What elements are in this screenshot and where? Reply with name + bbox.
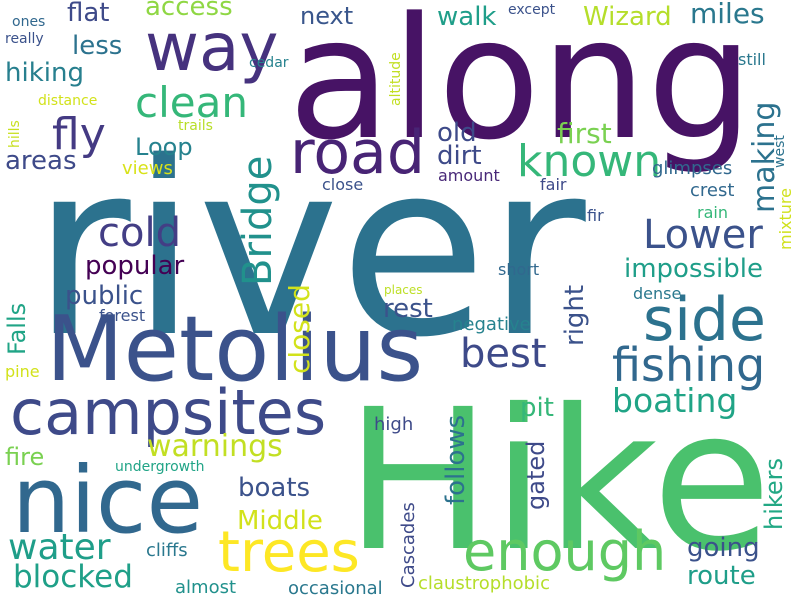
word-distance: distance bbox=[38, 93, 98, 109]
word-fly: fly bbox=[52, 109, 106, 160]
word-cedar: cedar bbox=[249, 55, 289, 71]
word-side: side bbox=[643, 285, 766, 355]
word-right: right bbox=[560, 284, 590, 346]
word-views: views bbox=[122, 158, 173, 179]
word-flat: flat bbox=[67, 0, 110, 28]
word-water: water bbox=[8, 527, 111, 568]
word-cliffs: cliffs bbox=[146, 540, 188, 561]
word-undergrowth: undergrowth bbox=[115, 459, 205, 475]
word-closed: closed bbox=[283, 284, 316, 374]
word-hills: hills bbox=[7, 120, 23, 148]
word-amount: amount bbox=[438, 166, 500, 185]
word-next: next bbox=[300, 2, 354, 30]
word-places: places bbox=[384, 283, 423, 297]
word-fire: fire bbox=[5, 443, 45, 471]
word-bridge: Bridge bbox=[235, 155, 281, 286]
word-cold: cold bbox=[98, 210, 181, 256]
word-pit: pit bbox=[520, 393, 554, 423]
word-glimpses: glimpses bbox=[652, 158, 733, 179]
word-hike: Hike bbox=[345, 367, 772, 594]
word-rest: rest bbox=[383, 294, 433, 324]
word-fir: fir bbox=[587, 206, 604, 225]
word-blocked: blocked bbox=[13, 559, 133, 595]
word-close: close bbox=[322, 175, 364, 194]
word-follows: follows bbox=[441, 414, 471, 505]
word-old: old bbox=[437, 118, 477, 148]
word-hiking: hiking bbox=[5, 58, 84, 88]
word-occasional: occasional bbox=[288, 578, 383, 599]
word-cascades: Cascades bbox=[398, 502, 419, 588]
word-mixture: mixture bbox=[776, 188, 795, 250]
word-access: access bbox=[145, 0, 233, 22]
word-river: river bbox=[32, 110, 586, 390]
word-nice: nice bbox=[12, 447, 204, 554]
word-dense: dense bbox=[633, 284, 682, 303]
word-impossible: impossible bbox=[624, 254, 764, 284]
word-boating: boating bbox=[612, 381, 738, 420]
word-areas: areas bbox=[5, 146, 77, 176]
word-trees: trees bbox=[218, 520, 360, 585]
word-trails: trails bbox=[178, 118, 213, 134]
word-walk: walk bbox=[437, 2, 497, 32]
word-negative: negative bbox=[452, 314, 531, 335]
word-forest: forest bbox=[99, 306, 146, 325]
word-really: really bbox=[5, 31, 44, 47]
word-almost: almost bbox=[175, 577, 237, 598]
word-public: public bbox=[65, 281, 144, 311]
word-west: west bbox=[772, 135, 788, 168]
word-warnings: warnings bbox=[147, 429, 283, 464]
word-metolius: Metolius bbox=[46, 297, 424, 402]
word-crest: crest bbox=[690, 180, 735, 201]
word-ones: ones bbox=[12, 14, 46, 30]
word-lower: Lower bbox=[643, 212, 763, 258]
word-clean: clean bbox=[135, 78, 248, 127]
word-pine: pine bbox=[5, 362, 40, 381]
word-still: still bbox=[738, 50, 766, 69]
word-boats: boats bbox=[238, 473, 311, 503]
word-rain: rain bbox=[697, 203, 728, 222]
word-dirt: dirt bbox=[437, 141, 482, 171]
word-best: best bbox=[460, 331, 547, 377]
word-way: way bbox=[145, 9, 279, 86]
word-known: known bbox=[517, 136, 662, 187]
word-high: high bbox=[374, 414, 414, 435]
word-going: going bbox=[687, 533, 760, 563]
word-fishing: fishing bbox=[612, 338, 766, 392]
word-enough: enough bbox=[463, 520, 667, 583]
word-wizard: Wizard bbox=[583, 2, 672, 32]
word-short: short bbox=[498, 260, 540, 279]
word-first: first bbox=[557, 117, 612, 150]
word-campsites: campsites bbox=[10, 376, 327, 449]
word-hikers: hikers bbox=[760, 457, 788, 530]
word-falls: Falls bbox=[3, 302, 31, 355]
word-fair: fair bbox=[540, 175, 567, 194]
word-altitude: altitude bbox=[388, 52, 404, 106]
word-loop: Loop bbox=[135, 133, 193, 161]
word-claustrophobic: claustrophobic bbox=[418, 573, 550, 594]
word-middle: Middle bbox=[237, 506, 323, 536]
word-along: along bbox=[288, 0, 754, 177]
word-route: route bbox=[687, 561, 756, 591]
word-miles: miles bbox=[690, 0, 765, 30]
word-road: road bbox=[290, 118, 425, 188]
word-except: except bbox=[508, 2, 556, 18]
word-less: less bbox=[72, 31, 123, 61]
word-gated: gated bbox=[522, 440, 550, 510]
word-popular: popular bbox=[85, 251, 185, 281]
